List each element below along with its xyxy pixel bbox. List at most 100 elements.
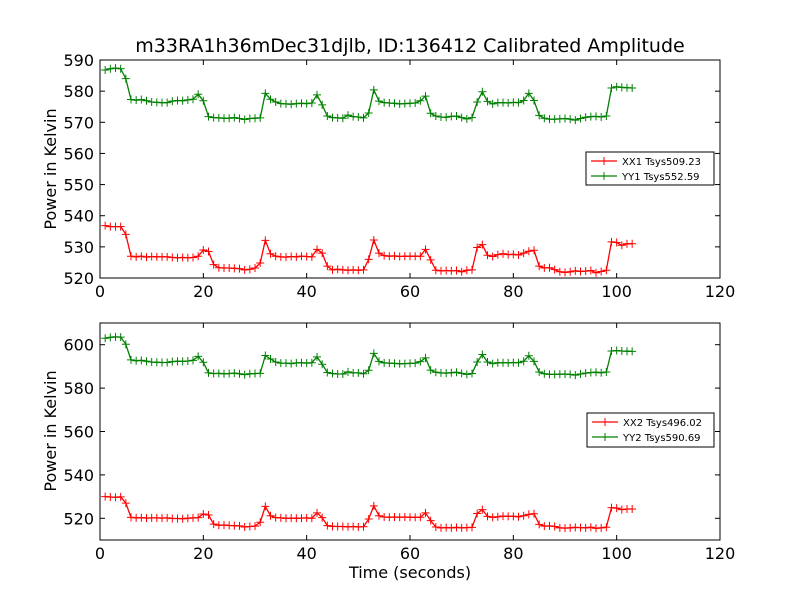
data-point [142, 253, 151, 262]
data-point [292, 252, 301, 261]
data-point [468, 523, 476, 532]
data-point [323, 521, 332, 530]
data-point [375, 511, 383, 520]
data-point [318, 249, 327, 258]
x-tick-label: 20 [193, 544, 213, 563]
data-point [364, 108, 373, 117]
data-point [225, 114, 234, 123]
data-point [142, 96, 151, 105]
data-point [504, 98, 513, 107]
data-point [271, 98, 280, 107]
data-point [121, 74, 130, 83]
data-point [204, 112, 213, 121]
data-point [256, 259, 265, 268]
data-point [282, 253, 290, 262]
data-point [323, 262, 332, 271]
data-point [628, 239, 637, 248]
data-point [116, 492, 125, 501]
data-point [426, 255, 435, 264]
data-point [287, 359, 296, 368]
data-point [137, 356, 146, 365]
top-plot-series [101, 64, 637, 277]
data-point [318, 100, 327, 109]
legend-label: YY1 Tsys552.59 [621, 172, 700, 183]
data-point [416, 357, 425, 366]
data-point [116, 222, 125, 231]
data-point [581, 113, 590, 122]
y-tick-label: 520 [63, 269, 94, 288]
data-point [127, 252, 135, 261]
data-point [199, 245, 208, 254]
data-point [519, 357, 528, 366]
data-point [359, 369, 368, 378]
data-point [271, 358, 280, 367]
data-point [266, 355, 275, 364]
y-tick-label: 540 [63, 207, 94, 226]
x-tick-label: 40 [296, 544, 316, 563]
x-tick-label: 0 [95, 282, 105, 301]
data-point [612, 82, 621, 91]
data-point [602, 112, 611, 121]
data-point [530, 509, 538, 518]
data-point [416, 252, 425, 261]
data-point [240, 115, 249, 124]
data-point [256, 113, 265, 122]
data-point [411, 98, 420, 107]
data-point [597, 368, 606, 377]
data-point [194, 352, 203, 361]
data-point [586, 523, 595, 532]
data-point [617, 505, 626, 514]
data-point [628, 347, 637, 356]
data-point [442, 113, 451, 122]
bottom-plot-xlabel: Time (seconds) [348, 563, 471, 582]
data-point [318, 360, 327, 369]
data-point [493, 250, 502, 259]
y-tick-label: 560 [63, 423, 94, 442]
data-point [597, 267, 606, 276]
data-point [540, 114, 549, 123]
data-point [426, 366, 435, 375]
data-point [375, 249, 383, 258]
data-point [483, 251, 492, 260]
chart-title: m33RA1h36mDec31djlb, ID:136412 Calibrate… [135, 35, 684, 57]
data-point [313, 352, 321, 361]
data-point [313, 245, 321, 254]
data-point [581, 523, 590, 532]
data-point [359, 265, 368, 274]
data-point [307, 98, 316, 107]
data-point [132, 96, 141, 105]
y-tick-label: 600 [63, 336, 94, 355]
data-point [535, 520, 544, 529]
data-point [473, 243, 482, 252]
data-point [519, 511, 528, 520]
data-point [127, 95, 135, 104]
data-point [204, 368, 213, 377]
data-point [364, 514, 373, 523]
data-point [592, 112, 600, 121]
data-point [452, 266, 461, 275]
data-point [235, 264, 244, 273]
data-point [628, 504, 637, 513]
data-point [323, 112, 332, 121]
data-point [199, 96, 208, 105]
data-point [530, 246, 538, 255]
bottom-plot-ylabel: Power in Kelvin [41, 370, 60, 491]
data-point [488, 359, 497, 368]
data-point [240, 370, 249, 379]
data-point [168, 97, 177, 106]
data-point [493, 512, 502, 521]
bottom-plot-series [101, 332, 637, 533]
data-point [457, 113, 466, 122]
data-point [369, 349, 378, 358]
data-point [514, 512, 523, 521]
x-tick-label: 80 [503, 282, 523, 301]
data-point [426, 516, 435, 525]
x-tick-label: 60 [400, 282, 420, 301]
data-point [101, 65, 110, 74]
data-point [473, 98, 482, 107]
data-point [612, 238, 621, 247]
data-point [209, 260, 218, 269]
y-tick-label: 520 [63, 509, 94, 528]
data-point [375, 357, 383, 366]
y-tick-label: 560 [63, 144, 94, 163]
